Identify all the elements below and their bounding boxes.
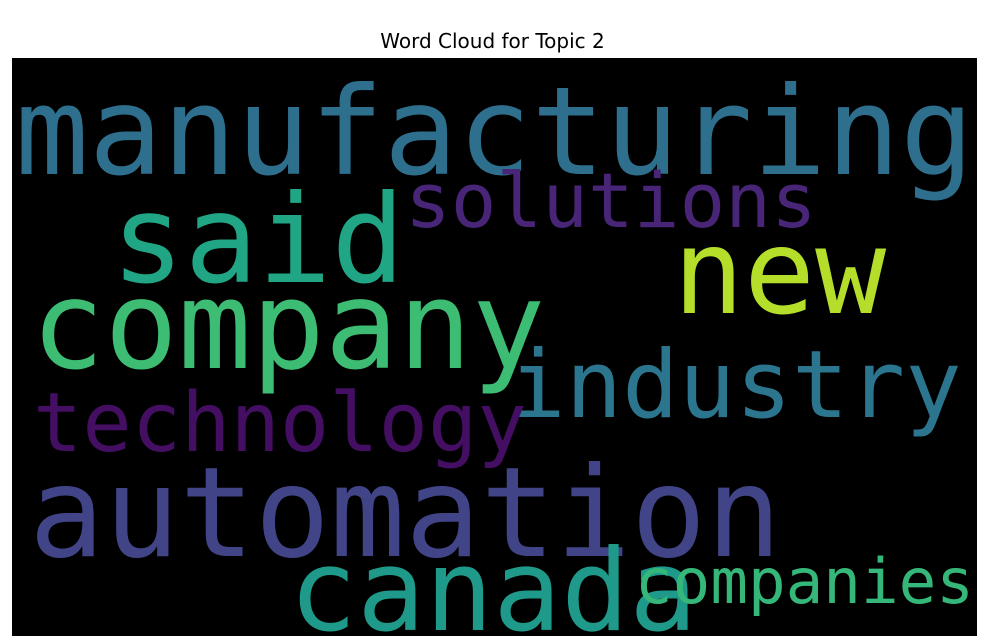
word-companies: companies xyxy=(635,545,974,618)
word-new: new xyxy=(673,203,887,341)
word-canada: canada xyxy=(289,525,698,636)
word-cloud-canvas: manufacturing said solutions new company… xyxy=(12,58,977,636)
word-industry: industry xyxy=(509,331,962,440)
word-technology: technology xyxy=(33,376,527,471)
word-company: company xyxy=(31,255,546,397)
word-manufacturing: manufacturing xyxy=(15,60,974,203)
word-automation: automation xyxy=(29,441,782,586)
chart-title: Word Cloud for Topic 2 xyxy=(380,29,605,53)
word-said: said xyxy=(111,169,405,311)
word-solutions: solutions xyxy=(405,156,817,245)
